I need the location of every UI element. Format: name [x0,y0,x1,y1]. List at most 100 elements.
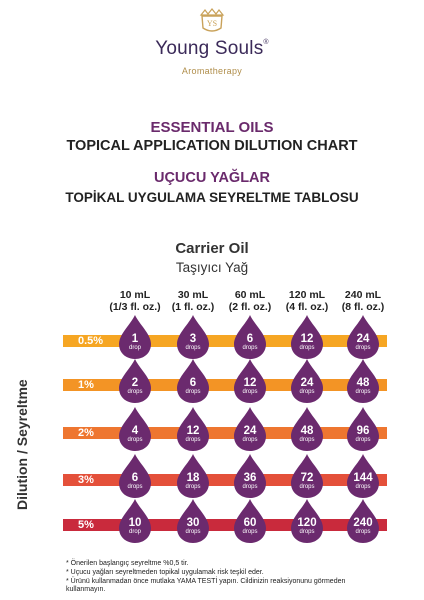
oil-drop-icon [347,359,379,403]
drop-unit: drops [355,345,371,351]
drop-count: 6 drops [117,453,153,499]
column-header: 30 mL (1 fl. oz.) [163,289,223,313]
drop-number: 72 [300,472,314,484]
oil-drop-icon [291,315,323,359]
column-volume: 30 mL [177,289,209,301]
column-header: 120 mL (4 fl. oz.) [277,289,337,313]
brand-logo: YS [0,6,424,36]
drop-number: 30 [186,517,200,529]
drop-count: 12 drops [175,406,211,452]
drop-count: 24 drops [289,358,325,404]
drop-unit: drops [299,529,315,535]
drop-count: 48 drops [345,358,381,404]
title-turkish-line1: UÇUCU YAĞLAR [153,170,270,186]
dilution-percent: 0.5% [78,335,104,347]
drop-unit: drops [242,484,258,490]
drop-unit: drops [242,529,258,535]
drop-count: 72 drops [289,453,325,499]
oil-drop-icon [234,454,266,498]
title-english-line2: TOPICAL APPLICATION DILUTION CHART [66,138,358,154]
drop-count: 12 drops [232,358,268,404]
column-header: 10 mL (1/3 fl. oz.) [105,289,165,313]
drop-count: 96 drops [345,406,381,452]
drop-unit: drops [242,345,258,351]
drop-number: 1 [131,333,139,345]
dilution-percent: 2% [78,427,94,439]
oil-drop-icon [291,454,323,498]
title-english-line1: ESSENTIAL OILS [150,119,274,136]
column-volume-oz: (1 fl. oz.) [171,301,215,313]
oil-drop-icon [347,499,379,543]
dilution-bar [63,474,387,486]
drop-unit: drops [127,389,143,395]
dilution-bar [63,335,387,347]
drop-count: 18 drops [175,453,211,499]
drop-number: 24 [356,333,370,345]
column-volume: 10 mL [119,289,151,301]
drop-count: 6 drops [232,314,268,360]
column-volume-oz: (2 fl. oz.) [228,301,272,313]
drop-count: 144 drops [345,453,381,499]
drop-number: 48 [356,377,370,389]
drop-count: 36 drops [232,453,268,499]
dilution-axis-label: Dilution / Seyreltme [14,379,30,510]
drop-number: 60 [243,517,257,529]
drop-count: 2 drops [117,358,153,404]
oil-drop-icon [119,315,151,359]
oil-drop-icon [291,499,323,543]
drop-count: 60 drops [232,498,268,544]
oil-drop-icon [177,315,209,359]
oil-drop-icon [119,499,151,543]
drop-number: 96 [356,425,370,437]
drop-count: 24 drops [232,406,268,452]
drop-unit: drops [185,529,201,535]
dilution-percent: 3% [78,474,94,486]
drop-count: 4 drops [117,406,153,452]
drop-unit: drops [299,345,315,351]
title-turkish-line2: TOPİKAL UYGULAMA SEYRELTME TABLOSU [65,190,359,205]
dilution-percent: 5% [78,519,94,531]
drop-count: 10 drop [117,498,153,544]
drop-number: 4 [131,425,139,437]
drop-unit: drops [299,484,315,490]
drop-number: 120 [297,517,317,529]
drop-count: 30 drops [175,498,211,544]
oil-drop-icon [177,359,209,403]
drop-unit: drops [242,437,258,443]
column-volume: 240 mL [344,289,382,301]
oil-drop-icon [119,359,151,403]
column-header: 60 mL (2 fl. oz.) [220,289,280,313]
drop-number: 6 [189,377,197,389]
drop-number: 24 [243,425,257,437]
oil-drop-icon [177,454,209,498]
oil-drop-icon [347,454,379,498]
drop-number: 240 [353,517,373,529]
drop-unit: drops [242,389,258,395]
drop-unit: drops [355,389,371,395]
drop-unit: drops [127,484,143,490]
oil-drop-icon [177,407,209,451]
oil-drop-icon [177,499,209,543]
note-line: kullanmayın. [66,586,106,594]
drop-number: 36 [243,472,257,484]
drop-unit: drops [355,529,371,535]
drop-count: 24 drops [345,314,381,360]
note-line: * Uçucu yağları seyreltmeden topikal uyg… [66,568,264,576]
notes: * Önerilen başlangıç seyreltme %0,5 tir.… [66,560,406,595]
drop-unit: drops [185,345,201,351]
drop-count: 120 drops [289,498,325,544]
oil-drop-icon [119,454,151,498]
drop-unit: drops [185,437,201,443]
oil-drop-icon [234,407,266,451]
crest-letters: YS [207,19,217,28]
drop-count: 48 drops [289,406,325,452]
column-volume: 60 mL [234,289,266,301]
drop-number: 10 [128,517,142,529]
note-line: * Ürünü kullanmadan önce mutlaka YAMA TE… [66,577,346,585]
drop-number: 48 [300,425,314,437]
drop-number: 12 [243,377,257,389]
drop-count: 3 drops [175,314,211,360]
drop-number: 3 [189,333,197,345]
drop-number: 12 [186,425,200,437]
note-line: * Önerilen başlangıç seyreltme %0,5 tir. [66,560,189,567]
